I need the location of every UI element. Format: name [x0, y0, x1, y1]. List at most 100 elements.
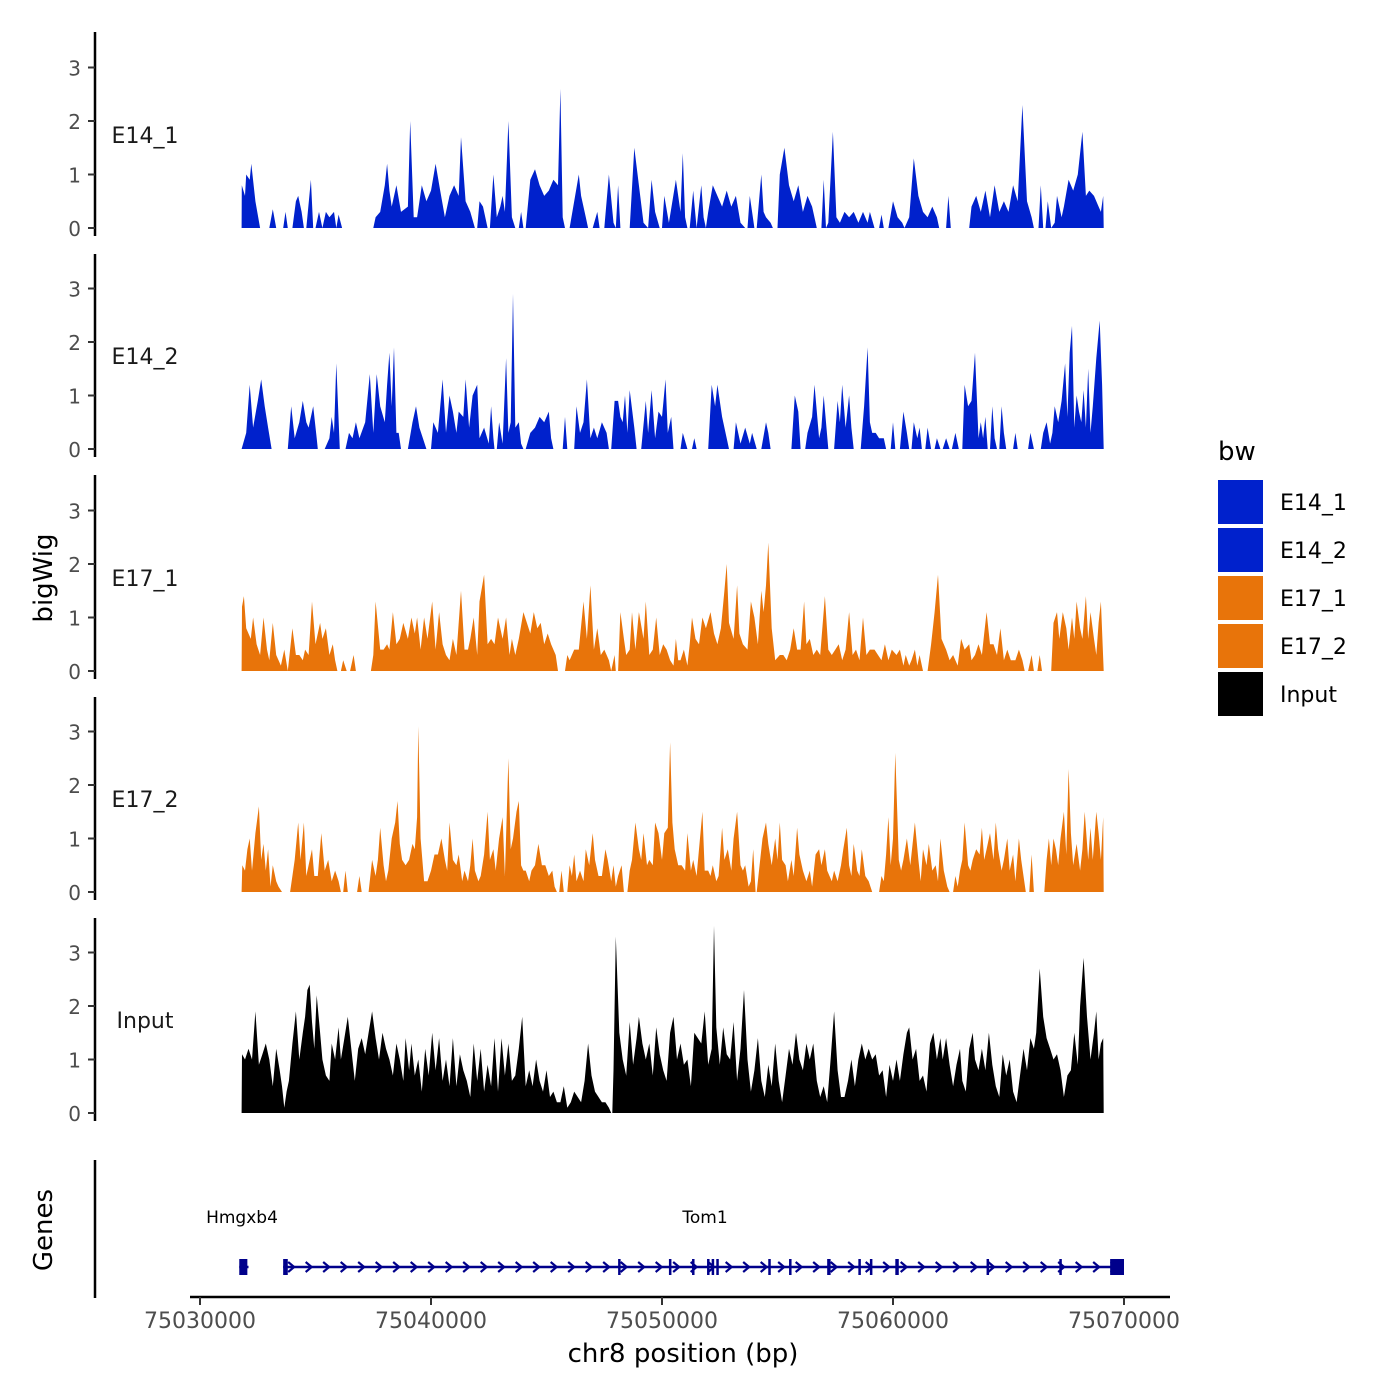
legend-label-Input: Input: [1280, 683, 1337, 708]
exon: [711, 1259, 715, 1275]
y-tick-label: 2: [68, 110, 81, 134]
y-tick-label: 2: [68, 774, 81, 798]
legend-swatch-E14_2: [1218, 528, 1263, 572]
y-tick-label: 1: [68, 164, 81, 188]
strand-arrow: [497, 1261, 506, 1273]
gene-Hmgxb4: Hmgxb4: [206, 1208, 278, 1275]
strand-arrow: [987, 1261, 996, 1273]
signal-panels: 0 1 2 3 E14_1 0 1 2 3 E14_2 0 1 2 3 E17_1 0 1 2 3 E17_2 0 1 2 3…: [68, 32, 1104, 1126]
y-tick-label: 1: [68, 607, 81, 631]
y-tick-label: 0: [68, 217, 81, 241]
x-axis: 75030000 75040000 75050000 75060000 75070000: [144, 1295, 1180, 1334]
y-tick-label: 0: [68, 1102, 81, 1126]
legend-swatch-E14_1: [1218, 480, 1263, 524]
exon: [283, 1259, 288, 1275]
y-tick-label: 3: [68, 500, 81, 524]
strand-arrow: [322, 1261, 331, 1273]
strand-arrow: [584, 1261, 594, 1273]
exon: [986, 1259, 990, 1275]
strand-arrow: [409, 1261, 419, 1273]
strand-arrow: [934, 1261, 944, 1273]
strand-arrow: [619, 1261, 629, 1273]
x-tick-label: 75060000: [837, 1309, 949, 1334]
y-tick-label: 1: [68, 1049, 81, 1073]
track-E17_1: 0 1 2 3 E17_1: [68, 475, 1104, 684]
x-tick-label: 75070000: [1068, 1309, 1180, 1334]
strand-arrow: [1004, 1261, 1014, 1273]
x-axis-label: chr8 position (bp): [568, 1339, 799, 1369]
strand-arrow: [794, 1261, 804, 1273]
track-label-Input: Input: [117, 1009, 174, 1034]
signal-area-E17_2: [241, 726, 1104, 892]
strand-arrow: [357, 1261, 366, 1273]
signal-area-Input: [241, 925, 1104, 1113]
strand-arrow: [759, 1261, 769, 1273]
y-tick-label: 0: [68, 660, 81, 684]
strand-arrow: [952, 1261, 961, 1273]
legend-label-E14_1: E14_1: [1280, 491, 1347, 516]
y-tick-label: 0: [68, 881, 81, 905]
exon: [707, 1259, 710, 1275]
strand-arrow: [602, 1261, 611, 1273]
strand-arrow: [549, 1261, 559, 1273]
strand-arrow: [1022, 1261, 1031, 1273]
exon: [618, 1259, 621, 1275]
strand-arrow: [287, 1261, 296, 1273]
x-tick-label: 75030000: [144, 1309, 256, 1334]
strand-arrow: [427, 1261, 436, 1273]
legend-label-E14_2: E14_2: [1280, 539, 1347, 564]
track-Input: 0 1 2 3 Input: [68, 918, 1104, 1126]
exon: [895, 1259, 899, 1275]
exon: [768, 1259, 771, 1275]
strand-arrow: [374, 1261, 384, 1273]
strand-arrow: [847, 1261, 856, 1273]
genes-track-label: Genes: [29, 1189, 59, 1271]
exon: [789, 1259, 792, 1275]
y-tick-label: 3: [68, 278, 81, 302]
x-tick-label: 75040000: [375, 1309, 487, 1334]
exon: [692, 1259, 695, 1275]
y-tick-label: 1: [68, 385, 81, 409]
gene-name-Tom1: Tom1: [681, 1208, 727, 1228]
strand-arrow: [339, 1261, 349, 1273]
exon: [869, 1259, 873, 1275]
strand-arrow: [812, 1261, 821, 1273]
legend-swatch-E17_2: [1218, 624, 1263, 668]
gene-name-Hmgxb4: Hmgxb4: [206, 1208, 278, 1228]
strand-arrow: [532, 1261, 541, 1273]
exon: [1059, 1259, 1062, 1275]
strand-arrow: [1039, 1261, 1049, 1273]
strand-arrow: [724, 1261, 734, 1273]
legend-label-E17_2: E17_2: [1280, 635, 1347, 660]
strand-arrow: [899, 1261, 909, 1273]
gene-Tom1: Tom1: [283, 1208, 1124, 1275]
strand-arrow: [514, 1261, 524, 1273]
x-tick-label: 75050000: [606, 1309, 718, 1334]
track-label-E14_2: E14_2: [112, 345, 179, 370]
track-E14_2: 0 1 2 3 E14_2: [68, 254, 1104, 462]
exon: [858, 1259, 861, 1275]
signal-area-E17_1: [241, 542, 1104, 671]
strand-arrow: [479, 1261, 489, 1273]
signal-area-E14_1: [241, 88, 1104, 229]
track-label-E14_1: E14_1: [112, 124, 179, 149]
strand-arrow: [304, 1261, 314, 1273]
exon: [668, 1259, 672, 1275]
legend-label-E17_1: E17_1: [1280, 587, 1347, 612]
strand-arrow: [1074, 1261, 1084, 1273]
y-tick-label: 0: [68, 438, 81, 462]
legend: bw E14_1 E14_2 E17_1 E17_2 Input: [1218, 437, 1347, 716]
track-label-E17_2: E17_2: [112, 788, 179, 813]
strand-arrow: [567, 1261, 576, 1273]
strand-arrow: [392, 1261, 401, 1273]
track-label-E17_1: E17_1: [112, 567, 179, 592]
track-E14_1: 0 1 2 3 E14_1: [68, 32, 1104, 241]
track-E17_2: 0 1 2 3 E17_2: [68, 697, 1104, 905]
strand-arrow: [637, 1261, 646, 1273]
strand-arrow: [672, 1261, 681, 1273]
legend-title: bw: [1218, 437, 1256, 467]
genes-panel: Hmgxb4 Tom1: [93, 1160, 1124, 1298]
strand-arrow: [462, 1261, 471, 1273]
legend-swatch-Input: [1218, 672, 1263, 716]
strand-arrow: [882, 1261, 891, 1273]
